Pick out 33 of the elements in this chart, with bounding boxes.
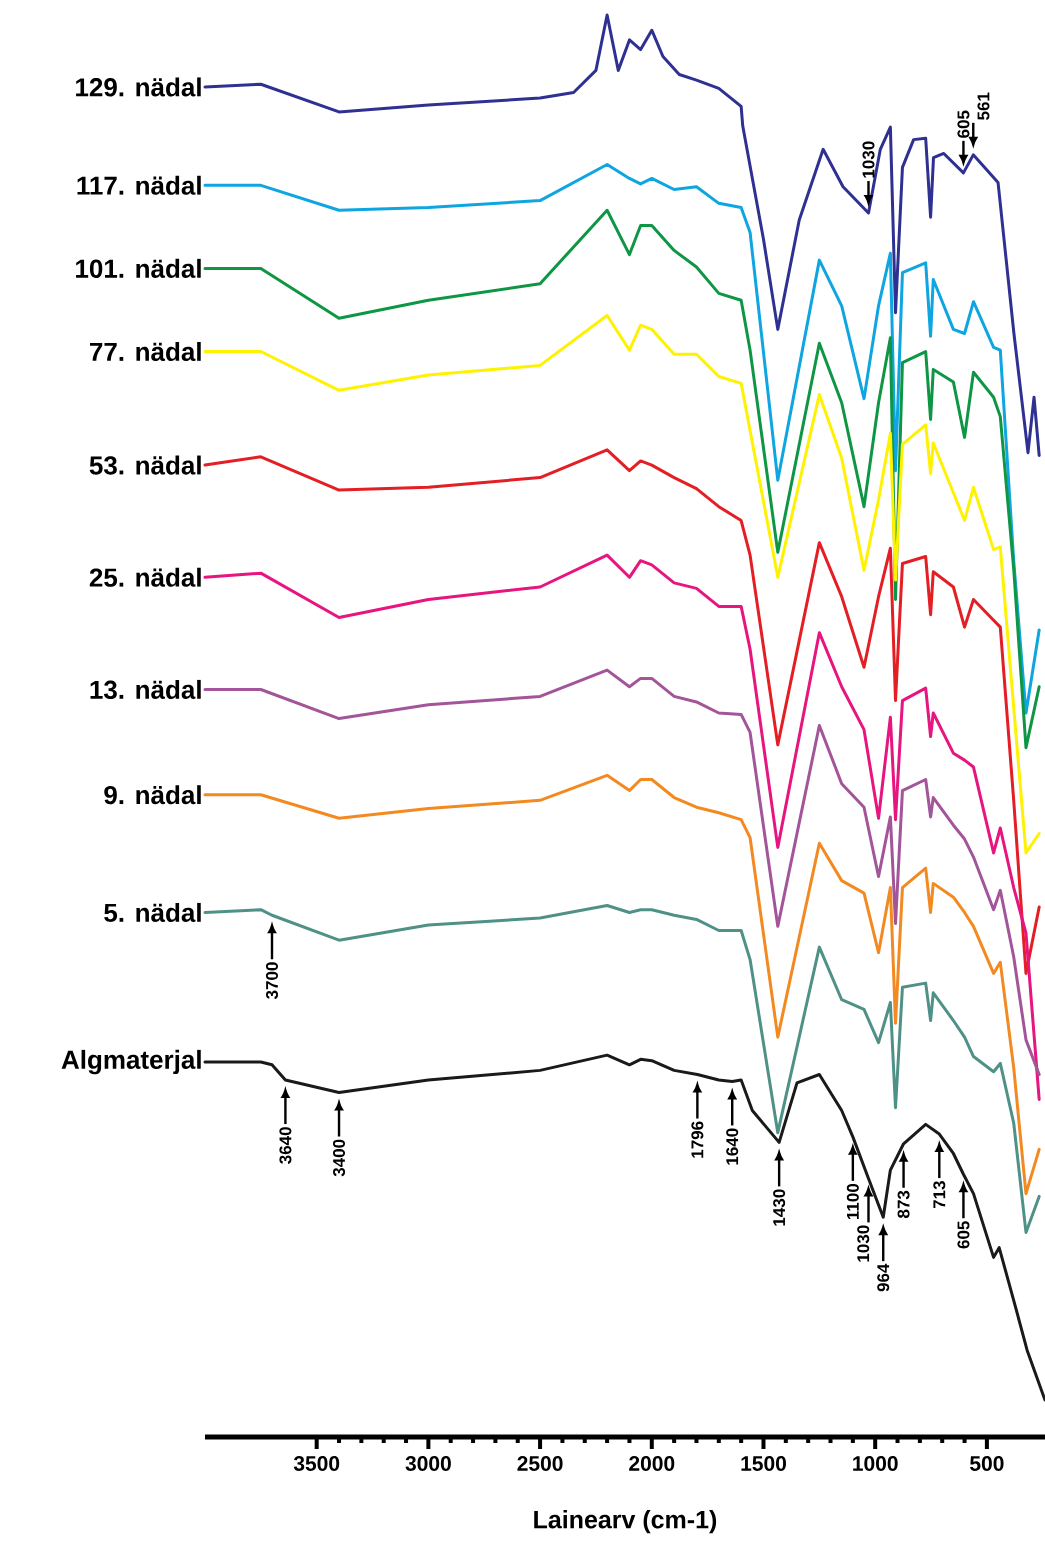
series-label: 77. nädal (90, 341, 201, 362)
annotation: 1030 (862, 141, 875, 178)
series-label: 9. nädal (104, 785, 201, 805)
annotation: 1030 (857, 1225, 870, 1262)
annotation: 605 (957, 110, 970, 138)
x-tick-label: 3000 (405, 1456, 451, 1471)
annotation: 3640 (279, 1127, 292, 1164)
series-label: 101. nädal (76, 258, 201, 278)
annotation: 873 (897, 1190, 910, 1219)
x-tick-label: 2500 (517, 1456, 563, 1471)
annotation: 561 (977, 92, 990, 120)
x-tick-label: 2000 (629, 1456, 675, 1471)
annotation: 713 (933, 1181, 946, 1209)
annotation: 1640 (726, 1128, 739, 1165)
series-label: 129. nädal (76, 77, 201, 97)
series-label: Algmaterjal (61, 1049, 201, 1075)
x-axis-title: Lainearv (cm-1) (534, 1510, 717, 1534)
annotation: 3400 (333, 1139, 346, 1177)
series-label: 5. nädal (104, 902, 201, 923)
annotation: 605 (957, 1221, 970, 1249)
annotation: 964 (877, 1263, 890, 1292)
annotation: 1430 (773, 1189, 786, 1226)
series-label: 13. nädal (90, 679, 201, 700)
annotation: 1796 (691, 1121, 704, 1158)
series-label: 25. nädal (89, 567, 201, 587)
annotation: 1100 (846, 1183, 859, 1220)
x-tick-label: 1000 (853, 1456, 898, 1471)
x-tick-label: 3500 (293, 1456, 340, 1471)
x-tick-label: 500 (970, 1456, 1004, 1471)
x-tick-label: 1500 (741, 1456, 786, 1471)
series-label: 117. nädal (77, 175, 201, 195)
annotation: 3700 (265, 962, 279, 1000)
series-label: 53. nädal (89, 455, 201, 475)
